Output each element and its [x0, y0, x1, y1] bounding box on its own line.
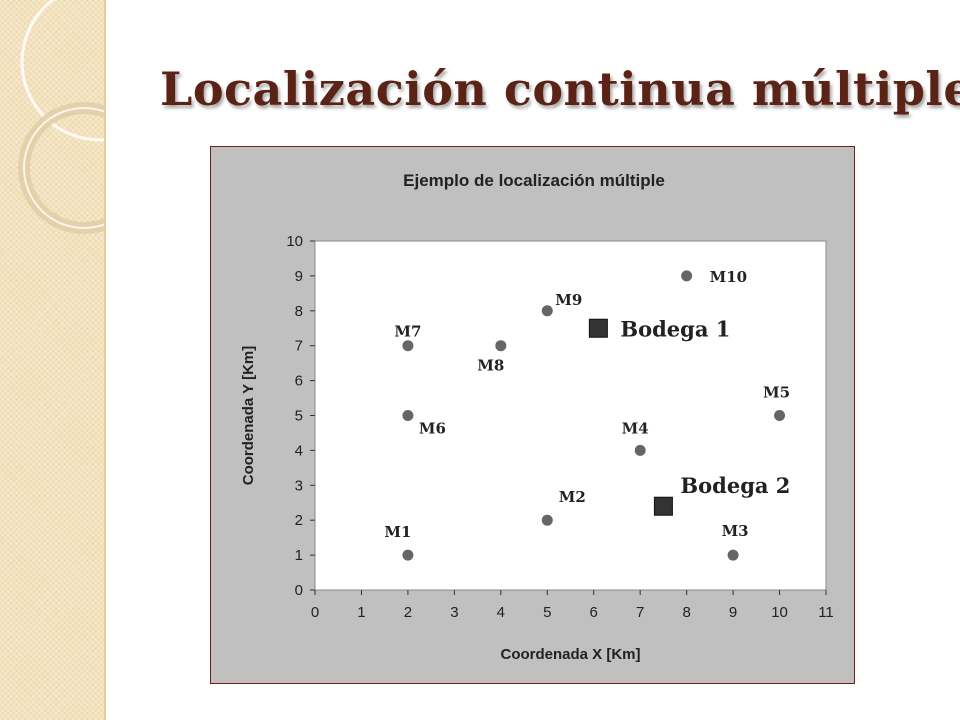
point-marker-m7 [402, 340, 414, 352]
x-tick-label: 3 [450, 604, 458, 621]
point-marker-m1 [402, 549, 414, 561]
point-marker-m9 [541, 305, 553, 317]
x-tick-label: 2 [404, 604, 412, 621]
point-marker-m4 [634, 444, 646, 456]
point-label-m9: M9 [555, 291, 582, 309]
chart-title: Ejemplo de localización múltiple [403, 171, 665, 190]
point-label-m5: M5 [763, 384, 790, 402]
x-tick-label: 4 [497, 604, 505, 621]
y-tick-label: 4 [295, 442, 303, 459]
point-label-m3: M3 [722, 522, 749, 540]
y-tick-label: 0 [295, 582, 303, 599]
decorative-side-panel [0, 0, 106, 720]
y-tick-label: 3 [295, 477, 303, 494]
warehouse-label-bodega-1: Bodega 1 [620, 316, 730, 341]
y-tick-label: 7 [295, 338, 303, 355]
warehouse-marker-bodega-2 [653, 496, 673, 516]
x-tick-label: 5 [543, 604, 551, 621]
scatter-chart: Ejemplo de localización múltiple 0 1 2 3 4 5 6 7… [240, 171, 834, 663]
chart-frame: Ejemplo de localización múltiple 0 1 2 3 4 5 6 7… [210, 146, 855, 684]
y-tick-label: 2 [295, 512, 303, 529]
warehouse-marker-bodega-1 [588, 318, 608, 338]
point-label-m7: M7 [394, 323, 421, 341]
x-tick-label: 11 [818, 604, 834, 621]
point-label-m10: M10 [710, 268, 747, 286]
y-tick-label: 9 [295, 268, 303, 285]
x-tick-label: 0 [311, 604, 319, 621]
x-tick-label: 10 [771, 604, 788, 621]
point-marker-m2 [541, 514, 553, 526]
slide-title: Localización continua múltiple [160, 62, 960, 116]
x-axis-title: Coordenada X [Km] [500, 646, 640, 663]
y-tick-label: 1 [295, 547, 303, 564]
y-axis-title: Coordenada Y [Km] [240, 346, 257, 485]
x-tick-label: 9 [729, 604, 737, 621]
point-label-m4: M4 [622, 419, 649, 437]
y-tick-label: 6 [295, 373, 303, 390]
point-marker-m6 [402, 410, 414, 421]
y-tick-label: 10 [286, 233, 303, 250]
point-label-m2: M2 [559, 488, 586, 506]
plot-area [314, 240, 827, 591]
x-tick-label: 8 [682, 604, 690, 621]
x-tick-label: 7 [636, 604, 644, 621]
point-marker-m10 [681, 270, 693, 282]
point-label-m8: M8 [477, 357, 504, 375]
x-tick-label: 6 [590, 604, 598, 621]
point-marker-m8 [495, 340, 507, 352]
y-tick-label: 8 [295, 303, 303, 320]
point-marker-m3 [727, 549, 739, 561]
point-marker-m5 [774, 410, 786, 421]
warehouse-label-bodega-2: Bodega 2 [680, 473, 790, 498]
y-tick-label: 5 [295, 408, 303, 425]
point-label-m1: M1 [384, 523, 411, 541]
decorative-circles [18, 0, 104, 234]
point-label-m6: M6 [419, 420, 446, 438]
x-tick-label: 1 [357, 604, 365, 621]
